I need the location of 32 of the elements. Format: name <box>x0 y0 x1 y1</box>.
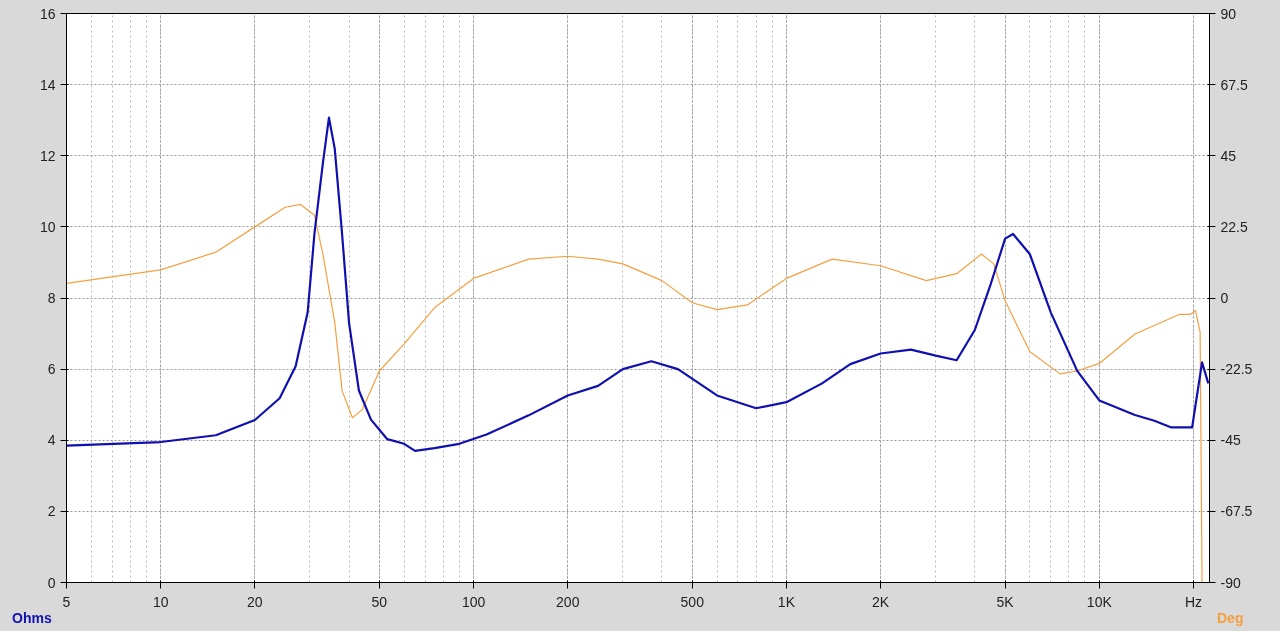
y-axis-title: Ohms <box>12 609 52 628</box>
x-tick-label: 100 <box>461 593 486 610</box>
y2-tick-label: -45 <box>1220 432 1241 449</box>
x-tick-label: 10 <box>152 593 169 610</box>
y-tick-label: 10 <box>39 218 56 235</box>
y2-tick-label: 90 <box>1220 5 1237 22</box>
x-tick-label: 500 <box>680 593 705 610</box>
y2-axis-title: Deg <box>1217 609 1244 628</box>
y-tick-label: 4 <box>47 432 56 449</box>
x-tick-label: 5K <box>996 593 1015 610</box>
y-tick-label: 8 <box>47 290 56 306</box>
y2-tick-label: -67.5 <box>1220 503 1253 520</box>
y-tick-label: 0 <box>47 574 56 591</box>
y2-tick-label: -22.5 <box>1220 361 1253 378</box>
y-tick-label: 6 <box>47 361 56 378</box>
x-tick-label: Hz <box>1184 593 1203 610</box>
x-tick-label: 2K <box>872 593 890 610</box>
x-tick-label: 20 <box>247 593 263 610</box>
x-tick-label: 1K <box>777 593 796 610</box>
y2-tick-label: -90 <box>1220 574 1241 591</box>
x-tick-label: 50 <box>371 593 388 610</box>
y-tick-label: 2 <box>47 503 56 520</box>
y2-tick-label: 22.5 <box>1220 218 1248 235</box>
y-tick-label: 14 <box>39 76 56 93</box>
y2-tick-label: 45 <box>1220 147 1237 164</box>
y2-tick-label: 67.5 <box>1220 76 1248 93</box>
y2-tick-label: 0 <box>1220 290 1229 306</box>
y-tick-label: 12 <box>39 147 56 164</box>
x-tick-label: 200 <box>556 593 580 610</box>
y-tick-label: 16 <box>39 5 56 22</box>
x-tick-label: 10K <box>1086 593 1113 610</box>
x-tick-label: 5 <box>62 593 71 610</box>
